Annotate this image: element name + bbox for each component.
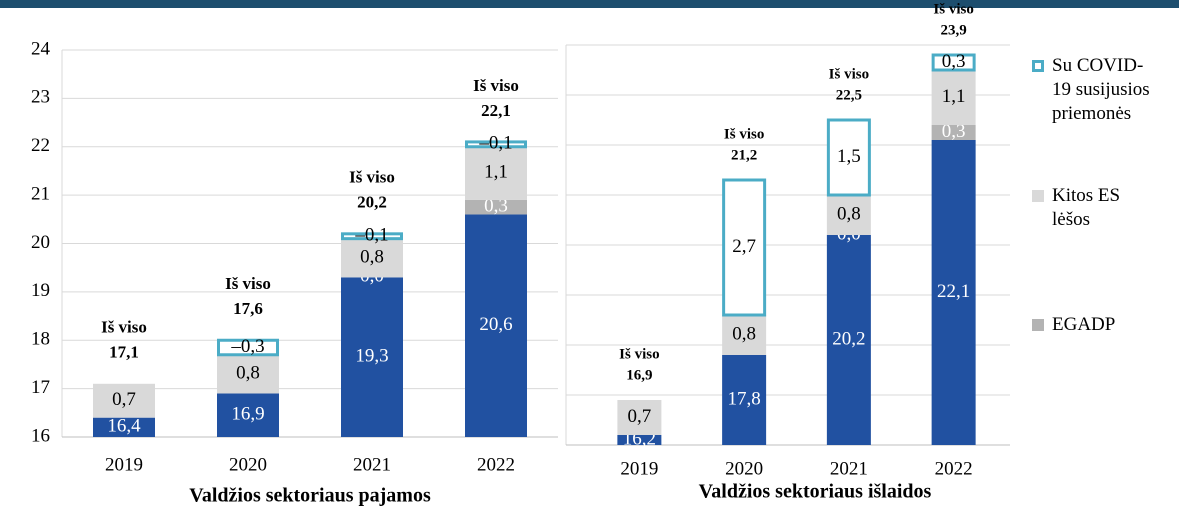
x-tick-label: 2020 <box>725 458 763 479</box>
y-tick-label: 16 <box>31 425 50 446</box>
bar-segment <box>722 315 767 355</box>
total-label: 20,2 <box>357 193 387 212</box>
data-label: 0,8 <box>236 362 260 383</box>
y-tick-label: 20 <box>31 232 50 253</box>
axis-title: Valdžios sektoriaus išlaidos <box>699 481 932 503</box>
data-label: 1,5 <box>837 146 861 167</box>
axis-title: Valdžios sektoriaus pajamos <box>189 485 431 507</box>
bar-segment <box>931 125 976 140</box>
legend-label: Su COVID-19 susijusios priemonės <box>1052 55 1150 124</box>
data-label: 0,7 <box>112 389 136 410</box>
legend-label: Kitos ES lėšos <box>1052 185 1121 230</box>
total-prefix: Iš viso <box>829 66 869 82</box>
y-tick-label: 23 <box>31 87 50 108</box>
data-label: 0,8 <box>837 203 861 224</box>
total-prefix: Iš viso <box>724 126 764 142</box>
bar-segment <box>722 355 767 445</box>
bar-segment <box>341 277 403 437</box>
bar-segment <box>341 232 403 241</box>
data-label: –0,1 <box>478 133 512 154</box>
data-label: 0,3 <box>942 51 966 72</box>
legend-swatch <box>1032 190 1044 202</box>
data-label: 20,6 <box>479 314 512 335</box>
bar-segment <box>617 400 662 435</box>
bar-segment <box>931 53 976 72</box>
bar-segment <box>93 383 155 418</box>
y-tick-label: 22 <box>31 135 50 156</box>
x-tick-label: 2021 <box>830 458 868 479</box>
legend-label: EGADP <box>1052 314 1116 335</box>
data-label: –0,1 <box>354 225 388 246</box>
y-tick-label: 21 <box>31 183 50 204</box>
x-tick-label: 2020 <box>229 454 267 475</box>
legend-swatch <box>1032 319 1044 331</box>
legend-item: EGADP <box>1032 313 1162 337</box>
total-label: 22,1 <box>481 101 511 120</box>
y-tick-label: 18 <box>31 329 50 350</box>
legend-item: Su COVID-19 susijusios priemonės <box>1032 54 1162 126</box>
data-label: 0,3 <box>942 121 966 142</box>
top-band <box>0 0 1179 8</box>
data-label: 19,3 <box>355 346 388 367</box>
total-prefix: Iš viso <box>619 346 659 362</box>
bar-segment <box>931 70 976 125</box>
bar-segment <box>465 146 527 200</box>
data-label: 1,1 <box>484 162 508 183</box>
legend-item: Kitos ES lėšos <box>1032 184 1162 232</box>
bar-segment <box>465 214 527 437</box>
data-label: 0,3 <box>484 196 508 217</box>
data-label: 17,8 <box>728 388 761 409</box>
bar-segment <box>722 178 767 317</box>
bar-segment <box>826 118 871 197</box>
y-tick-label: 24 <box>31 38 51 59</box>
total-label: 23,9 <box>941 22 967 38</box>
data-label: 1,1 <box>942 86 966 107</box>
bar-segment <box>826 195 871 235</box>
data-label: 0,7 <box>628 406 652 427</box>
total-prefix: Iš viso <box>225 274 271 293</box>
total-label: 17,6 <box>233 299 263 318</box>
y-tick-label: 19 <box>31 280 50 301</box>
data-label: 16,9 <box>231 404 264 425</box>
bar-segment <box>217 354 279 394</box>
total-prefix: Iš viso <box>349 168 395 187</box>
data-label: 22,1 <box>937 281 970 302</box>
bar-segment <box>617 435 662 445</box>
x-tick-label: 2019 <box>620 458 658 479</box>
bar-segment <box>93 417 155 437</box>
data-label: 0,8 <box>360 246 384 267</box>
legend-swatch <box>1032 60 1044 72</box>
bar-segment <box>217 393 279 437</box>
y-tick-label: 17 <box>31 377 50 398</box>
total-label: 22,5 <box>836 87 862 103</box>
bar-segment <box>341 238 403 278</box>
data-label: 2,7 <box>732 236 756 257</box>
total-label: 17,1 <box>109 343 139 362</box>
data-label: 20,2 <box>832 328 865 349</box>
total-prefix: Iš viso <box>933 1 973 17</box>
bar-segment <box>465 199 527 215</box>
total-prefix: Iš viso <box>101 318 147 337</box>
x-tick-label: 2022 <box>477 454 515 475</box>
data-label: –0,3 <box>230 336 264 357</box>
data-label: 16,4 <box>107 416 141 437</box>
x-tick-label: 2021 <box>353 454 391 475</box>
total-label: 16,9 <box>626 367 652 383</box>
x-tick-label: 2019 <box>105 454 143 475</box>
bar-segment <box>826 235 871 445</box>
x-tick-label: 2022 <box>935 458 973 479</box>
total-label: 21,2 <box>731 147 757 163</box>
data-label: 0,8 <box>732 323 756 344</box>
bar-segment <box>931 140 976 445</box>
bar-segment <box>465 140 527 149</box>
total-prefix: Iš viso <box>473 76 519 95</box>
bar-segment <box>217 338 279 357</box>
